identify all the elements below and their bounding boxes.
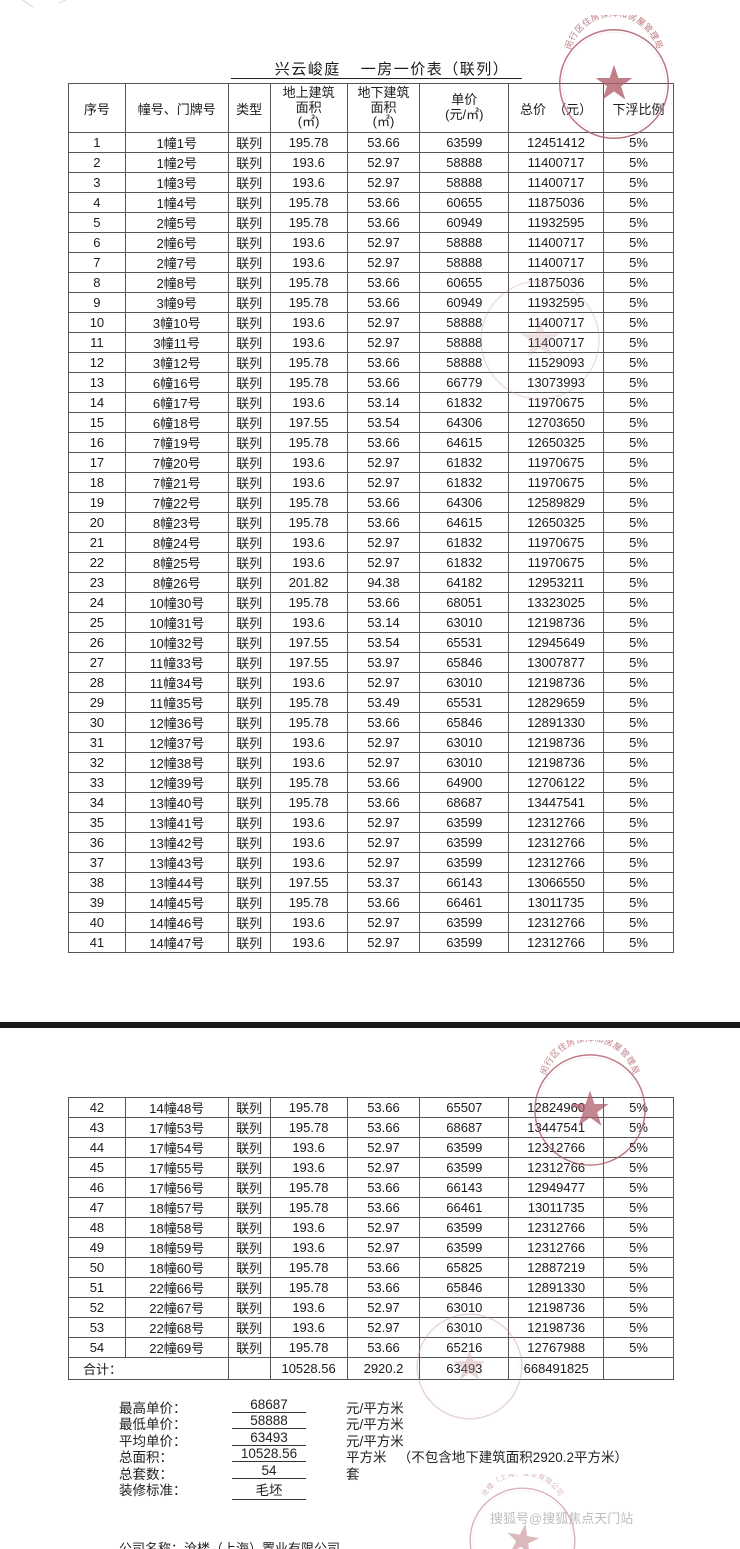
svg-text:闵行区住房保障和房屋管理局: 闵行区住房保障和房屋管理局 xyxy=(563,15,665,51)
svg-text:闵行区住房保障和房屋管理局: 闵行区住房保障和房屋管理局 xyxy=(537,1040,641,1076)
svg-text:沧楼（上海）置业有限公司: 沧楼（上海）置业有限公司 xyxy=(479,1474,565,1498)
